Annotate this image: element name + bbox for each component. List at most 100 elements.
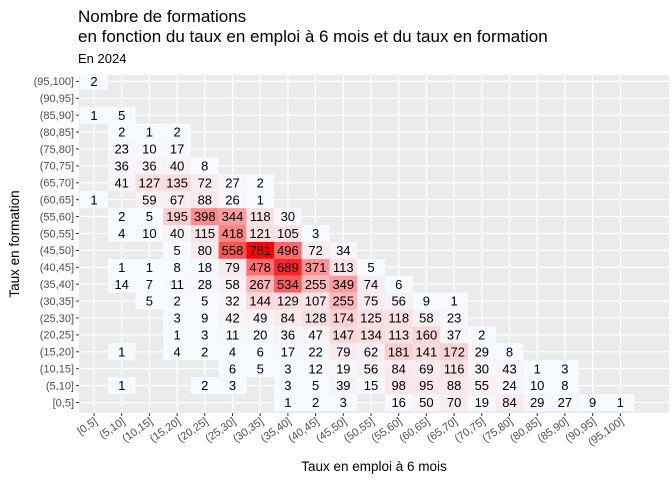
cell-value-label: 1 (146, 260, 153, 275)
x-axis-ticks: [0,5](5,10](10,15](15,20](20,25](25,30](… (75, 413, 626, 449)
cell-value-label: 105 (277, 226, 299, 241)
heatmap-cell (412, 343, 441, 361)
heatmap-cell (440, 394, 468, 411)
heatmap-cell (467, 343, 496, 361)
cell-value-label: 5 (257, 361, 264, 376)
heatmap-cell (246, 225, 275, 242)
cell-value-label: 29 (475, 344, 489, 359)
cell-value-label: 62 (364, 344, 378, 359)
cell-value-label: 1 (118, 260, 125, 275)
cell-value-label: 2 (312, 395, 319, 410)
cell-value-label: 534 (277, 277, 299, 292)
heatmap-cell (357, 360, 385, 378)
heatmap-cell (357, 326, 385, 344)
cell-value-label: 17 (170, 142, 184, 157)
heatmap-cell (190, 174, 219, 192)
y-tick-label: (20,25] (40, 330, 74, 342)
heatmap-cell (163, 258, 191, 276)
x-tick-label: (25,30] (203, 416, 238, 445)
heatmap-cell (218, 174, 247, 192)
heatmap-cell (107, 140, 136, 158)
heatmap-cell (107, 106, 136, 124)
cell-value-label: 118 (388, 311, 409, 326)
heatmap-cell (329, 394, 358, 411)
heatmap-cell (274, 343, 302, 361)
cell-value-label: 12 (308, 361, 322, 376)
cell-value-label: 5 (146, 294, 153, 309)
heatmap-cell (357, 309, 385, 327)
heatmap-cell (163, 326, 191, 344)
cell-value-label: 18 (198, 260, 212, 275)
y-tick-label: (30,35] (40, 296, 74, 308)
x-tick-label: (45,50] (314, 416, 349, 445)
heatmap-cell (274, 208, 302, 226)
heatmap-cell (329, 309, 358, 327)
cell-value-label: 141 (416, 344, 438, 359)
heatmap-cell (440, 377, 468, 395)
heatmap-cell (218, 360, 247, 378)
y-tick-label: (25,30] (40, 313, 74, 325)
x-tick-label: (85,90] (536, 416, 571, 445)
cell-value-label: 84 (502, 395, 516, 410)
cell-value-label: 40 (170, 226, 184, 241)
heatmap-cell (440, 360, 468, 378)
cell-value-label: 1 (450, 294, 457, 309)
heatmap-cell (218, 343, 247, 361)
cell-value-label: 1 (118, 378, 125, 393)
cell-value-label: 1 (257, 192, 264, 207)
cell-value-label: 43 (502, 361, 516, 376)
cell-value-label: 79 (225, 260, 239, 275)
x-tick-label: (15,20] (148, 416, 183, 445)
heatmap-cell (163, 157, 191, 175)
x-tick-label: (50,55] (342, 416, 377, 445)
x-axis-title: Taux en emploi à 6 mois (301, 459, 447, 474)
cell-value-label: 3 (561, 361, 568, 376)
heatmap-cell (301, 377, 330, 395)
cell-value-label: 144 (249, 294, 271, 309)
heatmap-cell (440, 343, 468, 361)
cell-value-label: 2 (90, 74, 97, 89)
heatmap-cell (274, 241, 302, 259)
cell-labels: 2115223364124114111103612759510175217401… (90, 74, 624, 410)
heatmap-cell (274, 275, 302, 293)
heatmap-cell (80, 72, 108, 90)
heatmap-cell (301, 292, 330, 310)
cell-value-label: 2 (201, 344, 208, 359)
cell-value-label: 47 (308, 328, 322, 343)
cell-value-label: 1 (173, 328, 180, 343)
heatmap-cell (218, 309, 247, 327)
cell-value-label: 4 (118, 226, 125, 241)
heatmap-cell (246, 208, 275, 226)
cell-value-label: 23 (114, 142, 128, 157)
cell-value-label: 58 (419, 311, 433, 326)
cell-value-label: 5 (312, 378, 319, 393)
cell-value-label: 4 (229, 344, 236, 359)
heatmap-cell (551, 394, 579, 411)
cell-value-label: 55 (475, 378, 489, 393)
cell-value-label: 689 (277, 260, 299, 275)
cell-value-label: 3 (201, 328, 208, 343)
y-tick-label: (55,60] (40, 211, 74, 223)
cell-value-label: 42 (225, 311, 239, 326)
heatmap-cell (357, 377, 385, 395)
cell-value-label: 22 (308, 344, 322, 359)
cell-value-label: 371 (305, 260, 327, 275)
heatmap-cell (190, 377, 219, 395)
cell-value-label: 8 (561, 378, 568, 393)
heatmap-cell (467, 394, 496, 411)
cell-value-label: 344 (222, 209, 244, 224)
heatmap-cell (301, 258, 330, 276)
cell-value-label: 5 (367, 260, 374, 275)
cell-value-label: 10 (142, 226, 156, 241)
heatmap-cell (384, 292, 413, 310)
cell-value-label: 113 (333, 260, 354, 275)
heatmap-cell (190, 326, 219, 344)
heatmap-cell (412, 394, 441, 411)
heatmap-cell (246, 191, 275, 209)
x-tick-label: (20,25] (176, 416, 211, 445)
heatmap-cell (357, 292, 385, 310)
heatmap-cell (301, 275, 330, 293)
heatmap-cell (301, 360, 330, 378)
heatmap-cell (135, 208, 164, 226)
